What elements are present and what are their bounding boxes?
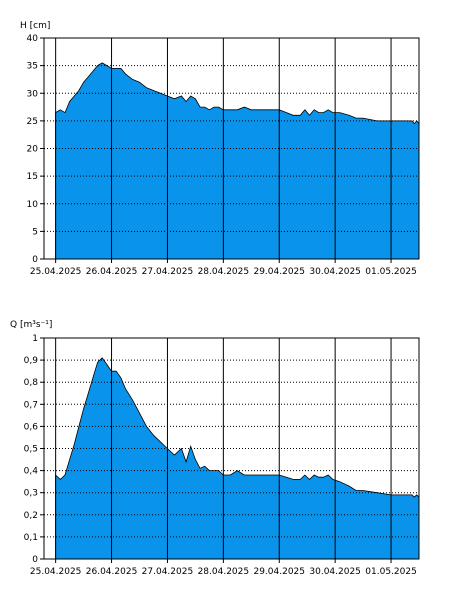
discharge-x-tick-label: 30.04.2025 (309, 567, 361, 577)
water-level-chart: H [cm] 0 5 10 15 20 25 30 35 40 25.04.2025 26.04.2… (0, 0, 450, 290)
discharge-axis-label: Q [m³s⁻¹] (10, 320, 52, 330)
discharge-y-tick-label: 1 (32, 334, 38, 344)
water-level-y-tick-label: 5 (32, 227, 38, 237)
discharge-y-tick-label: 0,1 (24, 533, 38, 543)
water-level-x-tick-label: 27.04.2025 (142, 267, 194, 277)
discharge-y-tick-label: 0,4 (24, 467, 39, 477)
discharge-chart: Q [m³s⁻¹] 0 0,1 0,2 0,3 0,4 0,5 0,6 0,7 0,8 0,9 1 2… (0, 310, 450, 600)
discharge-x-tick-label: 26.04.2025 (86, 567, 138, 577)
discharge-x-tick-label: 28.04.2025 (198, 567, 250, 577)
water-level-chart-svg: H [cm] 0 5 10 15 20 25 30 35 40 25.04.2025 26.04.2… (20, 21, 420, 277)
discharge-chart-svg: Q [m³s⁻¹] 0 0,1 0,2 0,3 0,4 0,5 0,6 0,7 0,8 0,9 1 2… (10, 320, 420, 577)
discharge-x-tick-label: 01.05.2025 (365, 567, 417, 577)
water-level-x-tick-label: 30.04.2025 (309, 267, 361, 277)
water-level-y-tick-label: 15 (27, 172, 38, 182)
discharge-series-area (55, 357, 420, 560)
discharge-y-tick-label: 0,3 (24, 489, 38, 499)
water-level-y-tick-label: 0 (32, 255, 38, 265)
water-level-axis-label: H [cm] (20, 21, 50, 31)
discharge-y-tick-label: 0,5 (24, 445, 38, 455)
discharge-y-tick-label: 0,8 (24, 378, 39, 388)
discharge-x-tick-label: 25.04.2025 (30, 567, 82, 577)
water-level-y-tick-label: 10 (27, 200, 39, 210)
water-level-y-tick-label: 20 (27, 145, 39, 155)
water-level-x-tick-label: 29.04.2025 (253, 267, 305, 277)
discharge-y-tick-label: 0,7 (24, 400, 38, 410)
water-level-y-tick-label: 35 (27, 62, 38, 72)
discharge-y-tick-label: 0,9 (24, 356, 39, 366)
discharge-y-tick-label: 0 (32, 555, 38, 565)
water-level-frame (43, 37, 420, 260)
water-level-x-tick-label: 28.04.2025 (198, 267, 250, 277)
water-level-y-tick-label: 30 (27, 89, 39, 99)
discharge-frame (43, 337, 420, 560)
water-level-x-tick-label: 25.04.2025 (30, 267, 82, 277)
discharge-x-tick-label: 27.04.2025 (142, 567, 194, 577)
discharge-x-tick-label: 29.04.2025 (253, 567, 305, 577)
water-level-x-tick-label: 26.04.2025 (86, 267, 138, 277)
discharge-y-tick-label: 0,2 (24, 511, 38, 521)
water-level-y-tick-label: 25 (27, 117, 38, 127)
water-level-y-tick-label: 40 (27, 34, 39, 44)
water-level-x-tick-label: 01.05.2025 (365, 267, 417, 277)
discharge-y-tick-label: 0,6 (24, 422, 39, 432)
